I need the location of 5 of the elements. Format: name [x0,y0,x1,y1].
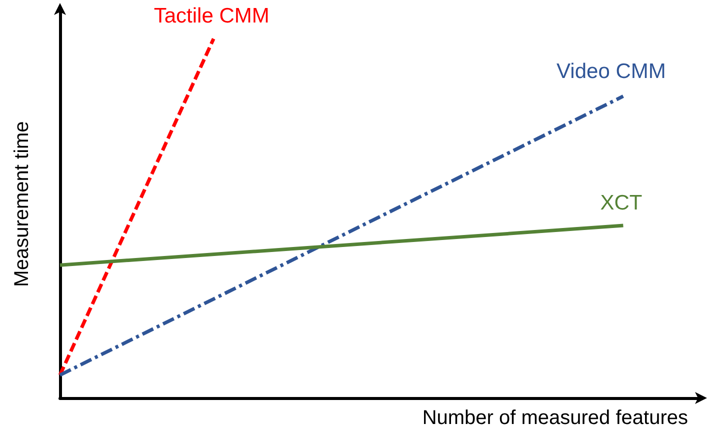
series-label: XCT [600,192,642,215]
x-axis-title: Number of measured features [422,407,688,429]
series-label: Tactile CMM [154,4,270,28]
series-label: Video CMM [556,60,666,84]
y-axis-title: Measurement time [11,121,33,287]
